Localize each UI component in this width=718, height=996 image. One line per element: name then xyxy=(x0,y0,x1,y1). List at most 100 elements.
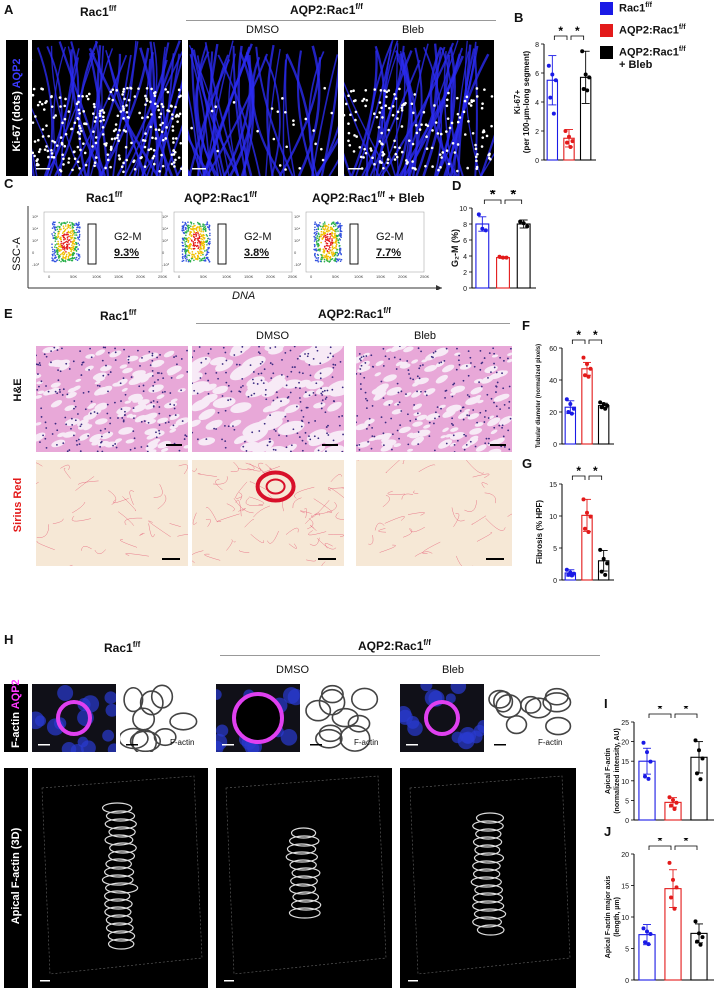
ki67-dot xyxy=(475,159,478,163)
cytometry-event xyxy=(66,247,69,250)
significance-bracket xyxy=(588,475,603,480)
tubule-lumen xyxy=(64,405,76,411)
cytometry-event xyxy=(193,227,196,230)
data-point xyxy=(693,738,698,743)
nucleus xyxy=(258,346,260,348)
nucleus xyxy=(405,393,407,396)
nucleus xyxy=(294,386,297,389)
ki67-dot xyxy=(405,159,408,162)
cytometry-event xyxy=(72,254,75,256)
cell-outline xyxy=(331,707,359,728)
data-point xyxy=(603,572,608,577)
cytometry-event xyxy=(202,230,205,233)
ki67-dot xyxy=(490,95,494,98)
nucleus xyxy=(407,369,410,372)
cytometry-event xyxy=(67,241,69,244)
nucleus xyxy=(309,438,312,441)
nucleus xyxy=(133,447,136,450)
cytometry-event xyxy=(204,250,206,252)
nucleus xyxy=(263,368,266,371)
tubule-lumen xyxy=(507,352,512,356)
tubule-lumen xyxy=(72,385,81,391)
nucleus xyxy=(80,374,83,376)
cytometry-event xyxy=(183,224,186,226)
ki67-dot xyxy=(154,128,158,131)
nucleus xyxy=(331,376,334,379)
nucleus xyxy=(56,443,58,446)
ki67-dot xyxy=(381,150,385,154)
tubule-lumen xyxy=(449,432,466,440)
ki67-dot xyxy=(161,138,165,142)
nucleus xyxy=(324,411,327,414)
ki67-dot xyxy=(63,117,67,121)
data-point xyxy=(581,355,586,360)
cytometry-event xyxy=(182,225,185,227)
ki67-dot xyxy=(393,158,397,161)
cytometry-event xyxy=(204,260,207,262)
cytometry-event xyxy=(54,254,57,257)
nucleus xyxy=(99,429,102,432)
tubule-lumen xyxy=(126,413,133,418)
nucleus xyxy=(360,388,362,390)
tubule-lumen xyxy=(192,365,202,375)
cytometry-event xyxy=(63,241,66,244)
data-point xyxy=(580,49,585,54)
actin-ring xyxy=(108,826,136,838)
tubule-lumen xyxy=(94,402,108,411)
cell-outline xyxy=(123,686,144,713)
nucleus xyxy=(261,361,264,363)
nucleus xyxy=(77,413,79,415)
nucleus xyxy=(298,381,300,384)
tubule-lumen xyxy=(368,437,377,442)
y-tick-label: -10³ xyxy=(294,262,302,267)
nucleus xyxy=(140,446,143,448)
ki67-dot xyxy=(456,143,460,146)
ki67-dot xyxy=(47,134,50,138)
tubule-lumen xyxy=(423,388,436,396)
nucleus xyxy=(243,440,246,443)
nucleus xyxy=(327,356,329,359)
tubule-lumen xyxy=(234,435,248,445)
cytometry-event xyxy=(186,225,189,228)
nucleus xyxy=(186,349,188,352)
nucleus xyxy=(98,385,101,387)
row-label-sirius: Sirius Red xyxy=(12,477,24,533)
tubule-lumen xyxy=(383,374,397,382)
ki67-dot xyxy=(149,147,153,151)
ki67-dot xyxy=(270,107,274,110)
cytometry-event xyxy=(183,229,185,232)
ki67-dot xyxy=(111,98,115,102)
collagen-fiber xyxy=(409,526,425,533)
nucleus xyxy=(59,391,61,393)
nucleus xyxy=(199,377,202,379)
nucleus xyxy=(470,362,472,364)
cytometry-event xyxy=(314,252,316,255)
ki67-dot xyxy=(73,157,77,161)
nucleus xyxy=(451,417,454,420)
panel-label-a: A xyxy=(4,2,14,17)
nucleus xyxy=(185,435,188,438)
tubule-lumen xyxy=(423,424,431,429)
cytometry-event xyxy=(188,259,191,261)
cytometry-event xyxy=(52,234,54,237)
cytometry-event xyxy=(193,222,195,225)
data-point xyxy=(570,139,575,144)
actin-ring xyxy=(101,874,134,886)
nucleus xyxy=(463,433,466,436)
cytometry-event xyxy=(207,237,209,240)
nucleus xyxy=(40,407,43,410)
nucleus xyxy=(338,415,340,418)
ki67-dot xyxy=(145,86,149,90)
ki67-dot xyxy=(87,92,91,96)
cytometry-event xyxy=(55,243,58,245)
nucleus xyxy=(276,396,279,399)
ki67-dot xyxy=(363,147,366,151)
collagen-fiber xyxy=(78,480,99,486)
nucleus xyxy=(503,446,506,448)
cytometry-event xyxy=(74,237,76,239)
tubule-lumen xyxy=(169,423,179,430)
ki67-dot xyxy=(483,88,486,91)
nucleus xyxy=(468,414,471,417)
ki67-dot xyxy=(172,141,175,144)
ki67-dot xyxy=(104,166,107,170)
